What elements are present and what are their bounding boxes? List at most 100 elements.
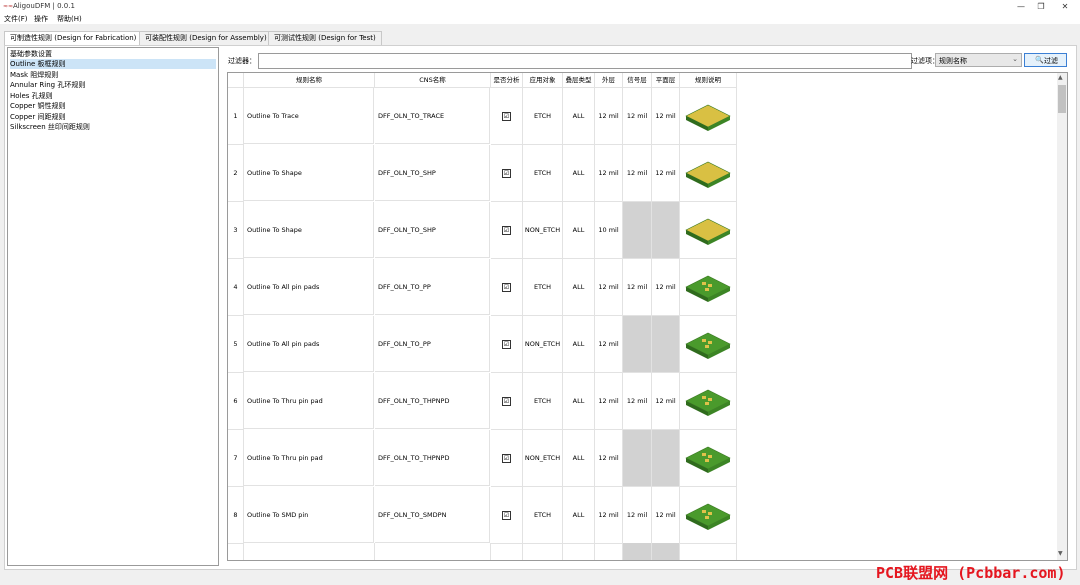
cell-outer: 12 mil xyxy=(595,487,623,544)
cell-cns-name: DFF_OLN_TO_THPNPD xyxy=(375,373,490,429)
maximize-button[interactable]: ❐ xyxy=(1037,2,1045,11)
rule-illustration-icon xyxy=(685,446,731,473)
rule-illustration-icon xyxy=(685,161,731,188)
outline-thru-pad-diagram xyxy=(682,438,732,486)
menu-help[interactable]: 帮助(H) xyxy=(57,15,82,23)
table-row[interactable]: 7 Outline To Thru pin pad DFF_OLN_TO_THPNP… xyxy=(228,430,737,487)
cell-signal: 12 mil xyxy=(623,259,652,316)
sidebar-item-annular-ring[interactable]: Annular Ring 孔环规则 xyxy=(10,81,86,89)
cell-analyze[interactable]: ☑ xyxy=(491,145,523,202)
cell-rule-name: Outline To Trace xyxy=(244,88,374,144)
sidebar-item-holes[interactable]: Holes 孔规则 xyxy=(10,91,53,100)
sidebar-item-mask[interactable]: Mask 阻焊规则 xyxy=(10,70,59,79)
title-bar: ≈≈ AligouDFM | 0.0.1 — ❐ ✕ xyxy=(0,0,1080,13)
outline-pad-diagram xyxy=(682,324,732,372)
scroll-down-icon[interactable]: ▼ xyxy=(1058,550,1063,557)
cell-analyze[interactable]: ☑ xyxy=(491,88,523,145)
table-row[interactable]: 5 Outline To All pin pads DFF_OLN_TO_PP ☑ NO… xyxy=(228,316,737,373)
table-row-partial[interactable] xyxy=(228,543,737,560)
cell-outer: 10 mil xyxy=(595,202,623,259)
header-target: 应用对象 xyxy=(523,73,563,88)
cell-plane xyxy=(652,316,680,373)
cell-description xyxy=(680,259,737,316)
rule-illustration-icon xyxy=(685,389,731,416)
cell-analyze[interactable]: ☑ xyxy=(491,316,523,373)
analyze-checkbox[interactable]: ☑ xyxy=(502,283,511,292)
cell-index: 4 xyxy=(228,259,244,316)
cell-analyze[interactable]: ☑ xyxy=(491,487,523,544)
rule-illustration-icon xyxy=(685,332,731,359)
rules-table: 规则名称 CNS名称 是否分析 应用对象 叠层类型 外层 信号层 平面层 规则说… xyxy=(227,72,1068,561)
header-outer: 外层 xyxy=(595,73,623,88)
tab-fabrication[interactable]: 可制造性规则 (Design for Fabrication) xyxy=(4,31,143,46)
minimize-button[interactable]: — xyxy=(1017,2,1025,11)
analyze-checkbox[interactable]: ☑ xyxy=(502,112,511,121)
sidebar-item-basic-params[interactable]: 基础参数设置 xyxy=(10,50,52,58)
menu-bar: 文件(F) 操作 帮助(H) xyxy=(0,13,1080,24)
filter-field-select[interactable]: 规则名称 ⌄ xyxy=(935,53,1022,67)
tab-strip: 可制造性规则 (Design for Fabrication) 可装配性规则 (… xyxy=(0,31,1080,46)
analyze-checkbox[interactable]: ☑ xyxy=(502,454,511,463)
header-description: 规则说明 xyxy=(680,73,737,88)
cell-layer-type: ALL xyxy=(563,145,595,202)
table-row[interactable]: 2 Outline To Shape DFF_OLN_TO_SHP ☑ ETCH ALL 1… xyxy=(228,145,737,202)
close-button[interactable]: ✕ xyxy=(1061,2,1069,11)
cell-signal: 12 mil xyxy=(623,145,652,202)
table-row[interactable]: 1 Outline To Trace DFF_OLN_TO_TRACE ☑ ETCH AL… xyxy=(228,88,737,145)
cell-analyze[interactable]: ☑ xyxy=(491,259,523,316)
outline-smd-diagram xyxy=(682,495,732,543)
analyze-checkbox[interactable]: ☑ xyxy=(502,511,511,520)
analyze-checkbox[interactable]: ☑ xyxy=(502,397,511,406)
outline-shape-diagram xyxy=(682,210,732,258)
menu-file[interactable]: 文件(F) xyxy=(4,15,28,23)
cell-index: 8 xyxy=(228,487,244,544)
cell-index: 3 xyxy=(228,202,244,259)
tab-test[interactable]: 可测试性规则 (Design for Test) xyxy=(268,31,382,45)
cell-cns-name: DFF_OLN_TO_PP xyxy=(375,316,490,372)
cell-analyze[interactable]: ☑ xyxy=(491,202,523,259)
table-row[interactable]: 8 Outline To SMD pin DFF_OLN_TO_SMDPN ☑ ETCH… xyxy=(228,487,737,544)
sidebar-item-copper-property[interactable]: Copper 铜性规则 xyxy=(10,102,66,110)
scroll-up-icon[interactable]: ▲ xyxy=(1058,74,1063,81)
cell-rule-name: Outline To SMD pin xyxy=(244,487,374,543)
cell-signal: 12 mil xyxy=(623,373,652,430)
menu-operate[interactable]: 操作 xyxy=(34,15,48,23)
vertical-scrollbar[interactable]: ▲ ▼ xyxy=(1057,73,1067,560)
rule-illustration-icon xyxy=(685,503,731,530)
table-row[interactable]: 6 Outline To Thru pin pad DFF_OLN_TO_THPNP… xyxy=(228,373,737,430)
cell-analyze[interactable]: ☑ xyxy=(491,373,523,430)
analyze-checkbox[interactable]: ☑ xyxy=(502,340,511,349)
table-row[interactable]: 4 Outline To All pin pads DFF_OLN_TO_PP ☑ ET… xyxy=(228,259,737,316)
cell-description xyxy=(680,145,737,202)
cell-description xyxy=(680,487,737,544)
cell-description xyxy=(680,202,737,259)
sidebar-item-silkscreen[interactable]: Silkscreen 丝印间距规则 xyxy=(10,123,90,131)
header-cns-name: CNS名称 xyxy=(375,73,491,88)
cell-analyze[interactable]: ☑ xyxy=(491,430,523,487)
cell-rule-name: Outline To Thru pin pad xyxy=(244,373,374,429)
cell-cns-name: DFF_OLN_TO_PP xyxy=(375,259,490,315)
sidebar-item-outline[interactable]: Outline 板框规则 xyxy=(10,59,216,69)
header-signal: 信号层 xyxy=(623,73,652,88)
cell-target: NON_ETCH xyxy=(523,430,563,487)
cell-description xyxy=(680,88,737,145)
table-row[interactable]: 3 Outline To Shape DFF_OLN_TO_SHP ☑ NON_ETCH… xyxy=(228,202,737,259)
tab-assembly[interactable]: 可装配性规则 (Design for Assembly) xyxy=(139,31,273,45)
cell-layer-type: ALL xyxy=(563,373,595,430)
header-plane: 平面层 xyxy=(652,73,680,88)
watermark: PCB联盟网 (Pcbbar.com) xyxy=(876,564,1066,582)
sidebar-item-copper-spacing[interactable]: Copper 间距规则 xyxy=(10,112,66,121)
cell-layer-type: ALL xyxy=(563,316,595,373)
filter-field-label: 过滤项： xyxy=(911,57,939,65)
filter-button-label: 过滤 xyxy=(1044,57,1058,65)
filter-input[interactable] xyxy=(258,53,912,69)
cell-layer-type: ALL xyxy=(563,88,595,145)
cell-cns-name: DFF_OLN_TO_SHP xyxy=(375,202,490,258)
cell-rule-name: Outline To Shape xyxy=(244,202,374,258)
cell-index: 7 xyxy=(228,430,244,487)
analyze-checkbox[interactable]: ☑ xyxy=(502,226,511,235)
filter-button[interactable]: 🔍 过滤 xyxy=(1024,53,1067,67)
cell-description xyxy=(680,316,737,373)
scroll-thumb[interactable] xyxy=(1058,85,1066,113)
analyze-checkbox[interactable]: ☑ xyxy=(502,169,511,178)
